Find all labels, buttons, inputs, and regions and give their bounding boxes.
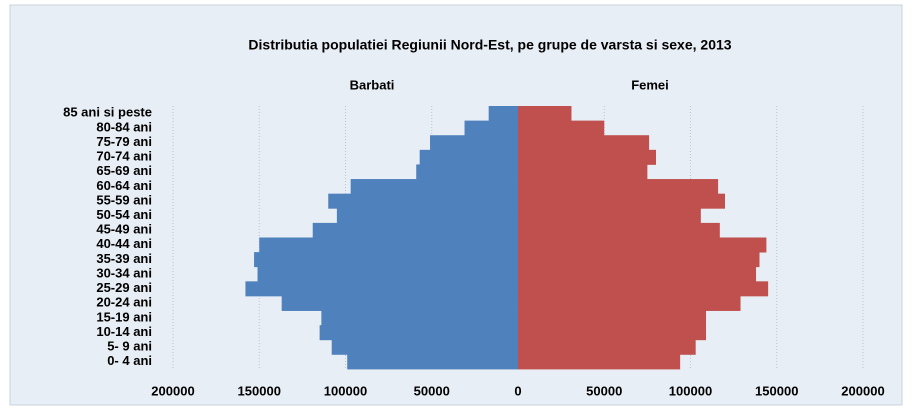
bar [518,222,720,238]
bar [328,193,518,209]
y-tick-label: 0- 4 ani [107,353,152,368]
bar [518,193,725,209]
y-tick-label: 25-29 ani [96,280,152,295]
y-tick-label: 75-79 ani [96,134,152,149]
bar [321,310,518,326]
bar [518,208,701,224]
bar [464,120,518,136]
x-tick-label: 200000 [151,383,194,398]
bar [319,325,518,341]
y-tick-label: 30-34 ani [96,265,152,280]
bar [518,164,648,180]
y-tick-label: 35-39 ani [96,251,152,266]
x-tick-label: 150000 [755,383,798,398]
x-tick-label: 50000 [414,383,450,398]
y-tick-label: 20-24 ani [96,295,152,310]
bar [518,149,656,165]
x-tick-label: 100000 [324,383,367,398]
y-tick-label: 10-14 ani [96,324,152,339]
bar [518,179,719,195]
y-tick-label: 40-44 ani [96,236,152,251]
bar [347,354,518,370]
bar [518,310,707,326]
y-tick-label: 45-49 ani [96,222,152,237]
bar [518,266,757,282]
bar [430,135,518,151]
y-tick-label: 15-19 ani [96,309,152,324]
x-tick-label: 0 [514,383,521,398]
y-tick-label: 55-59 ani [96,192,152,207]
bar [518,295,741,311]
y-tick-label: 50-54 ani [96,207,152,222]
legend-label: Barbati [350,77,395,92]
bar [518,237,767,253]
bar [518,354,681,370]
y-tick-label: 80-84 ani [96,119,152,134]
bar [518,135,650,151]
bar [281,295,518,311]
bar [350,179,518,195]
y-tick-label: 85 ani si peste [63,105,152,120]
x-tick-label: 150000 [238,383,281,398]
bar [336,208,518,224]
bar [518,339,696,355]
x-tick-label: 50000 [586,383,622,398]
bar [416,164,518,180]
x-tick-label: 200000 [841,383,884,398]
chart-title: Distributia populatiei Regiunii Nord-Est… [248,37,731,53]
bar [331,339,518,355]
y-tick-label: 70-74 ani [96,149,152,164]
y-tick-label: 5- 9 ani [107,339,152,354]
x-tick-label: 100000 [669,383,712,398]
bar [518,281,769,297]
bar [254,252,518,268]
bar [259,237,518,253]
bar [518,252,760,268]
legend-label: Femei [631,77,669,92]
bar [518,120,605,136]
bar [488,106,518,122]
bar [518,325,707,341]
bar [257,266,518,282]
bar [518,106,572,122]
y-tick-label: 65-69 ani [96,163,152,178]
bar [419,149,518,165]
bar [312,222,518,238]
bar [245,281,518,297]
y-tick-label: 60-64 ani [96,178,152,193]
